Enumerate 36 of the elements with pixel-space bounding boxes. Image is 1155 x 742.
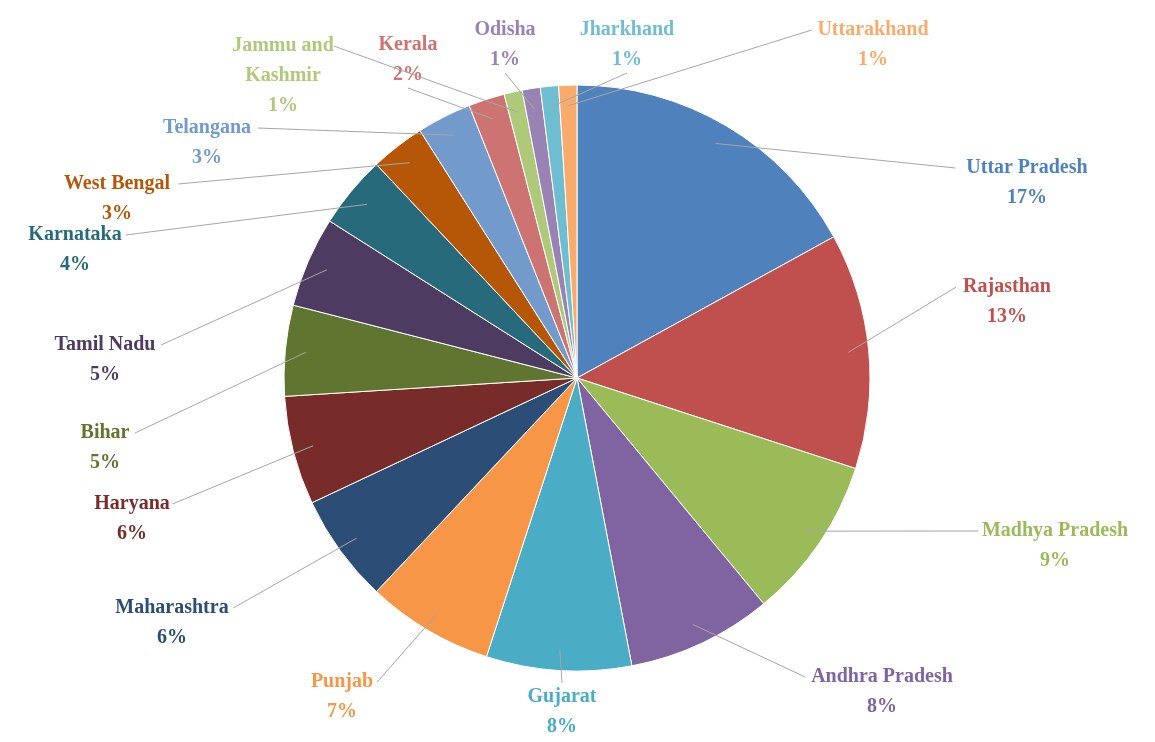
slice-label: Karnataka: [28, 221, 122, 244]
data-label: 8%: [867, 693, 897, 716]
slice-label: Rajasthan: [963, 273, 1051, 297]
data-label: 1%: [612, 46, 642, 69]
data-label: 5%: [90, 361, 120, 384]
slice-label: Punjab: [310, 668, 374, 692]
slice-label: Uttar Pradesh: [966, 154, 1088, 177]
data-label: 6%: [117, 520, 147, 543]
data-label: 9%: [1040, 547, 1070, 570]
data-label: 1%: [858, 46, 888, 69]
data-label: 2%: [393, 61, 423, 84]
data-label: 1%: [268, 92, 298, 115]
slice-label: Bihar: [80, 419, 130, 442]
slice-label: Jammu and Kashmir: [232, 32, 334, 85]
slice-label: Jharkhand: [579, 16, 675, 39]
data-label: 5%: [90, 449, 120, 472]
slice-label: Uttarakhand: [817, 16, 929, 39]
slice-label: Andhra Pradesh: [811, 663, 953, 686]
slice-label: Odisha: [474, 16, 536, 39]
data-label: 4%: [60, 251, 90, 274]
data-label: 3%: [102, 200, 132, 223]
data-label: 13%: [987, 303, 1027, 326]
slice-label: West Bengal: [63, 170, 171, 194]
slice-label: Kerala: [378, 31, 438, 54]
slice-label: Haryana: [94, 490, 170, 514]
slice-label: Maharashtra: [115, 594, 229, 617]
data-label: 7%: [327, 698, 357, 721]
data-label: 6%: [157, 624, 187, 647]
slice-label: Madhya Pradesh: [981, 517, 1129, 541]
data-label: 1%: [490, 46, 520, 69]
slice-label: Telangana: [162, 114, 252, 138]
slice-label: Gujarat: [527, 683, 597, 707]
data-label: 8%: [547, 713, 577, 736]
data-label: 17%: [1007, 184, 1047, 207]
data-label: 3%: [192, 144, 222, 167]
slice-label: Tamil Nadu: [54, 331, 156, 354]
